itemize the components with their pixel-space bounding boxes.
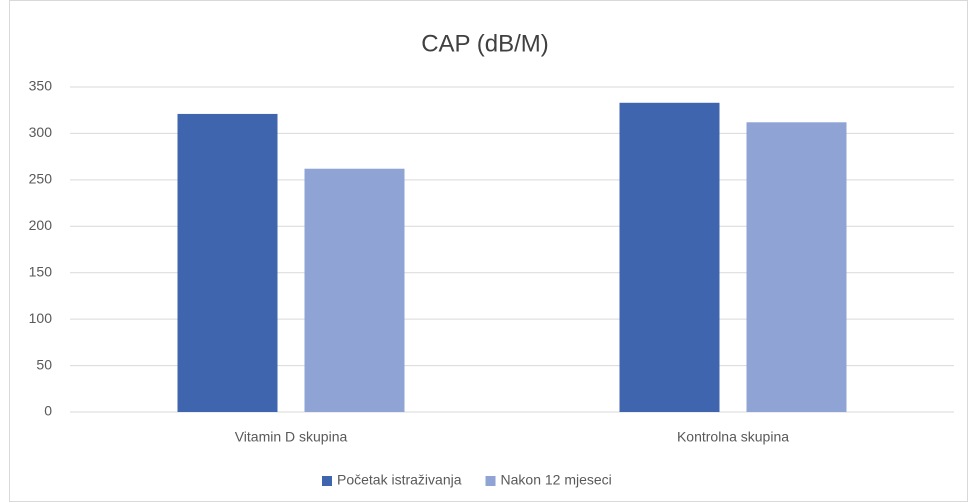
x-tick-label: Kontrolna skupina: [677, 429, 789, 445]
chart-title: CAP (dB/M): [421, 30, 549, 57]
y-tick-label: 150: [29, 263, 53, 279]
y-tick-label: 300: [29, 124, 53, 140]
y-tick-label: 350: [29, 78, 53, 94]
legend-label: Početak istraživanja: [337, 472, 462, 488]
y-tick-label: 200: [29, 217, 53, 233]
legend-swatch: [485, 476, 496, 486]
legend-label: Nakon 12 mjeseci: [501, 472, 612, 488]
y-tick-label: 50: [36, 356, 52, 372]
x-tick-label: Vitamin D skupina: [235, 429, 348, 445]
bar: [619, 102, 720, 413]
y-tick-label: 100: [29, 310, 53, 326]
bar: [746, 122, 847, 413]
legend-swatch: [322, 476, 332, 486]
bar: [177, 113, 278, 412]
y-tick-label: 0: [44, 403, 52, 419]
y-tick-label: 250: [29, 171, 53, 187]
bar: [304, 168, 405, 412]
